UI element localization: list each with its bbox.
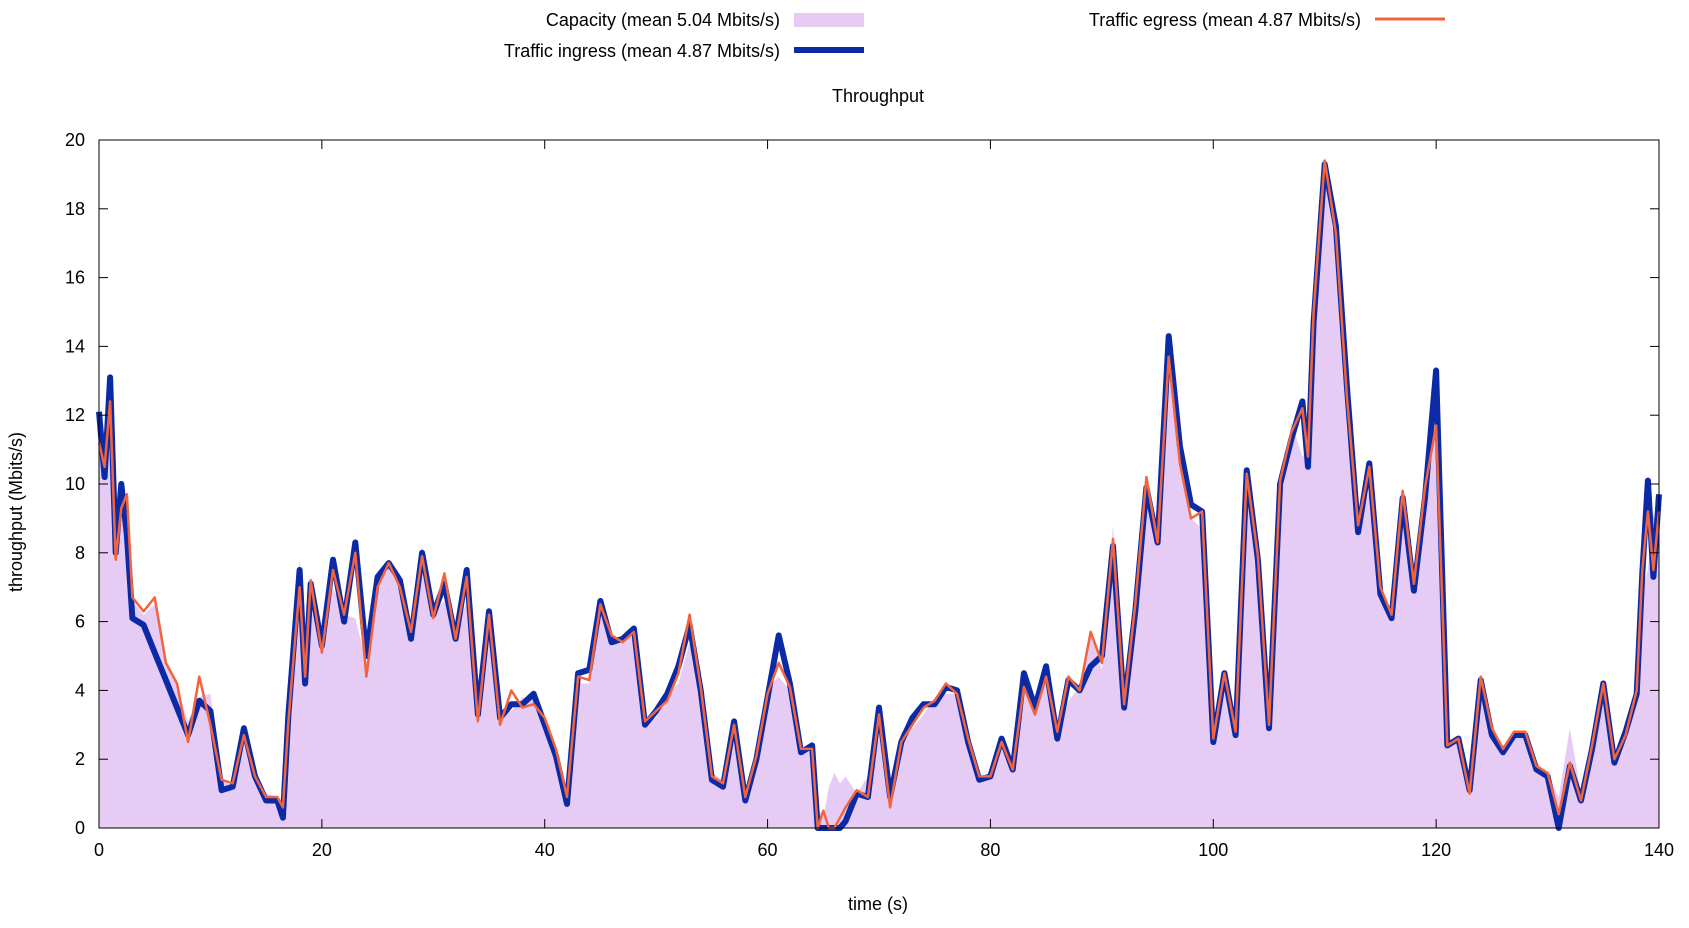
x-tick-label: 0 [94, 840, 104, 860]
legend-label-traffic-ingress: Traffic ingress (mean 4.87 Mbits/s) [504, 41, 780, 61]
series-traffic-egress-line [97, 159, 1661, 830]
y-tick-label: 0 [75, 818, 85, 838]
y-tick-label: 6 [75, 612, 85, 632]
legend: Capacity (mean 5.04 Mbits/s) Traffic ing… [504, 10, 1445, 61]
legend-label-traffic-egress: Traffic egress (mean 4.87 Mbits/s) [1089, 10, 1361, 30]
x-tick-label: 40 [535, 840, 555, 860]
axes: 0 20 40 60 80 100 120 140 0 2 4 6 8 10 12 14 16 18 20 [65, 130, 1674, 860]
y-tick-label: 12 [65, 405, 85, 425]
y-tick-label: 20 [65, 130, 85, 150]
plot-area [96, 157, 1662, 831]
y-axis-label: throughput (Mbits/s) [6, 432, 26, 592]
x-axis-label: time (s) [848, 894, 908, 914]
x-tick-label: 60 [758, 840, 778, 860]
legend-swatch-capacity [794, 13, 864, 27]
x-tick-label: 100 [1198, 840, 1228, 860]
y-tick-label: 10 [65, 474, 85, 494]
x-tick-label: 20 [312, 840, 332, 860]
y-tick-label: 18 [65, 199, 85, 219]
y-tick-label: 14 [65, 336, 85, 356]
y-tick-label: 8 [75, 543, 85, 563]
x-tick-label: 140 [1644, 840, 1674, 860]
chart-title: Throughput [832, 86, 924, 106]
y-tick-label: 4 [75, 680, 85, 700]
legend-label-capacity: Capacity (mean 5.04 Mbits/s) [546, 10, 780, 30]
x-tick-label: 120 [1421, 840, 1451, 860]
x-tick-label: 80 [980, 840, 1000, 860]
y-tick-label: 2 [75, 749, 85, 769]
y-tick-label: 16 [65, 268, 85, 288]
series-capacity-area [99, 157, 1659, 828]
